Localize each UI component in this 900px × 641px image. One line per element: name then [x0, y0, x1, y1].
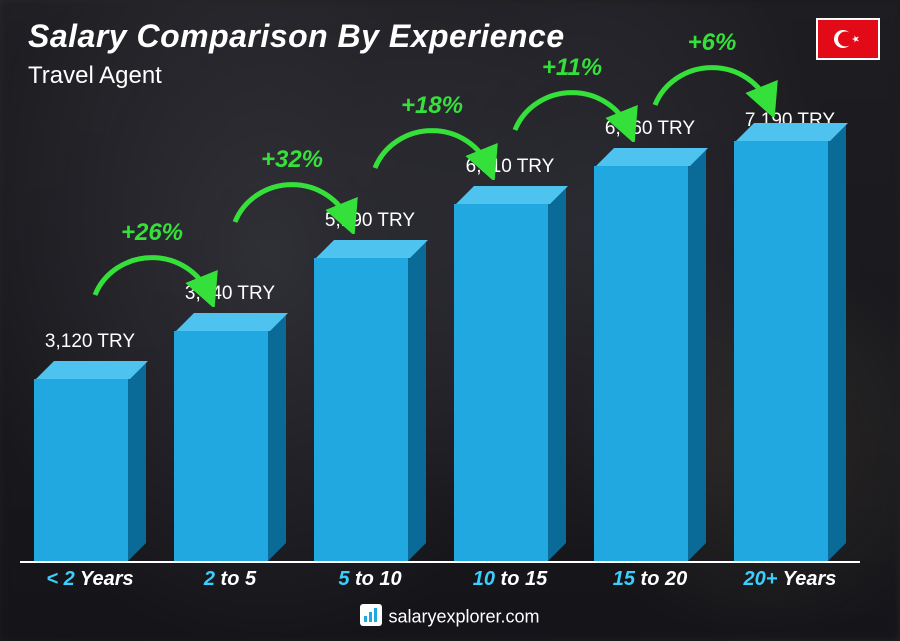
x-label: 10 to 15 [440, 568, 580, 591]
bar-front [174, 331, 268, 561]
bars-container: 3,120 TRY+26%3,940 TRY+32%5,190 TRY+18%6… [20, 110, 860, 561]
x-label: 20+ Years [720, 568, 860, 591]
bar-side [828, 123, 846, 561]
increase-label: +6% [637, 29, 787, 57]
bar-front [454, 204, 548, 561]
bar-top [736, 123, 848, 141]
bar-side [688, 148, 706, 561]
bar [34, 361, 146, 561]
bar-front [594, 166, 688, 561]
bar-front [734, 141, 828, 561]
bar-side [548, 186, 566, 561]
increase-label: +32% [217, 146, 367, 174]
bar-slot: +18%6,110 TRY [440, 110, 580, 561]
value-label: 5,190 TRY [325, 210, 415, 232]
bar-top [456, 186, 568, 204]
value-label: 6,760 TRY [605, 118, 695, 140]
baseline [20, 561, 860, 563]
bar-slot: +6%7,190 TRY [720, 110, 860, 561]
bar-slot: +11%6,760 TRY [580, 110, 720, 561]
bar [454, 186, 566, 561]
value-label: 6,110 TRY [466, 156, 555, 178]
chart-subtitle: Travel Agent [28, 62, 162, 90]
bar-top [316, 240, 428, 258]
x-label: 5 to 10 [300, 568, 440, 591]
bar-front [34, 379, 128, 561]
bar-side [268, 313, 286, 561]
value-label: 3,940 TRY [185, 283, 275, 305]
chart-title: Salary Comparison By Experience [28, 18, 565, 55]
bar-slot: 3,120 TRY [20, 110, 160, 561]
bar [174, 313, 286, 561]
turkey-flag-icon [816, 18, 880, 60]
increase-label: +11% [497, 54, 647, 82]
footer-text: salaryexplorer.com [388, 606, 539, 626]
x-labels: < 2 Years2 to 55 to 1010 to 1515 to 2020… [20, 568, 860, 591]
chart-area: 3,120 TRY+26%3,940 TRY+32%5,190 TRY+18%6… [20, 110, 860, 591]
bar-front [314, 258, 408, 561]
x-label: 15 to 20 [580, 568, 720, 591]
x-label: < 2 Years [20, 568, 160, 591]
bar-side [128, 361, 146, 561]
x-label: 2 to 5 [160, 568, 300, 591]
bar [594, 148, 706, 561]
bar [314, 240, 426, 561]
value-label: 3,120 TRY [45, 331, 135, 353]
bar-slot: +26%3,940 TRY [160, 110, 300, 561]
infographic-canvas: Salary Comparison By Experience Travel A… [0, 0, 900, 641]
increase-label: +18% [357, 92, 507, 120]
footer-attribution: salaryexplorer.com [0, 604, 900, 631]
bar-side [408, 240, 426, 561]
bar-top [596, 148, 708, 166]
bar [734, 140, 846, 561]
bar-top [36, 361, 148, 379]
logo-icon [360, 604, 382, 631]
bar-top [176, 313, 288, 331]
increase-label: +26% [77, 219, 227, 247]
bar-slot: +32%5,190 TRY [300, 110, 440, 561]
